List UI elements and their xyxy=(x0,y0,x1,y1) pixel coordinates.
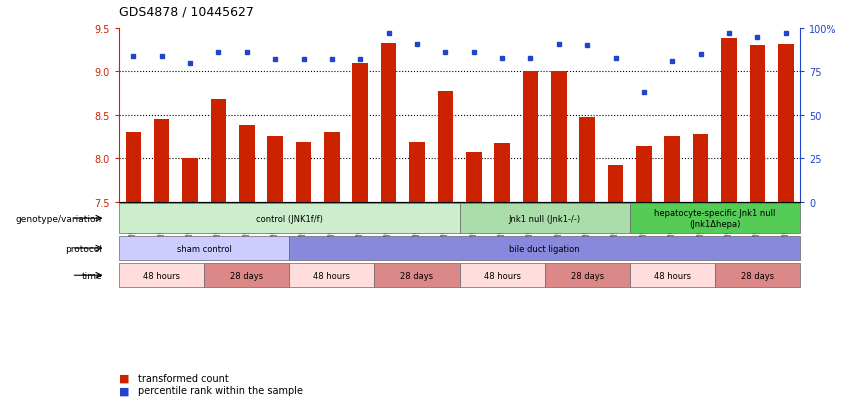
Text: control (JNK1f/f): control (JNK1f/f) xyxy=(256,214,323,223)
Bar xyxy=(119,236,289,261)
Text: protocol: protocol xyxy=(66,244,102,253)
Text: 48 hours: 48 hours xyxy=(313,271,351,280)
Bar xyxy=(267,136,283,202)
Text: 28 days: 28 days xyxy=(741,271,774,280)
Bar xyxy=(715,263,800,288)
Text: GDS4878 / 10445627: GDS4878 / 10445627 xyxy=(119,6,254,19)
Text: 28 days: 28 days xyxy=(231,271,263,280)
Text: hepatocyte-specific Jnk1 null
(Jnk1Δhepa): hepatocyte-specific Jnk1 null (Jnk1Δhepa… xyxy=(654,209,775,228)
Bar xyxy=(494,143,510,202)
Text: bile duct ligation: bile duct ligation xyxy=(510,244,580,253)
Bar xyxy=(466,153,482,202)
Bar xyxy=(630,204,800,233)
Bar xyxy=(289,263,374,288)
Text: ■: ■ xyxy=(119,373,129,383)
Bar xyxy=(126,133,141,202)
Text: Jnk1 null (Jnk1-/-): Jnk1 null (Jnk1-/-) xyxy=(509,214,580,223)
Text: 48 hours: 48 hours xyxy=(654,271,691,280)
Text: time: time xyxy=(82,271,102,280)
Text: percentile rank within the sample: percentile rank within the sample xyxy=(138,385,303,395)
Bar xyxy=(352,64,368,202)
Text: 48 hours: 48 hours xyxy=(143,271,180,280)
Bar xyxy=(182,159,197,202)
Text: 28 days: 28 days xyxy=(401,271,433,280)
Bar xyxy=(154,120,169,202)
Bar xyxy=(750,46,765,202)
Bar xyxy=(204,263,289,288)
Bar xyxy=(551,71,567,202)
Bar xyxy=(437,91,453,202)
Bar xyxy=(374,263,460,288)
Bar xyxy=(119,204,460,233)
Text: genotype/variation: genotype/variation xyxy=(16,214,102,223)
Text: 28 days: 28 days xyxy=(571,271,603,280)
Bar xyxy=(778,45,793,202)
Text: sham control: sham control xyxy=(177,244,231,253)
Bar xyxy=(608,166,623,202)
Bar xyxy=(693,135,709,202)
Bar xyxy=(721,39,737,202)
Bar xyxy=(637,147,652,202)
Bar xyxy=(296,142,311,202)
Bar xyxy=(409,142,425,202)
Bar xyxy=(580,117,595,202)
Bar xyxy=(460,204,630,233)
Bar xyxy=(545,263,630,288)
Text: 48 hours: 48 hours xyxy=(483,271,521,280)
Text: transformed count: transformed count xyxy=(138,373,229,383)
Bar xyxy=(239,126,254,202)
Bar xyxy=(665,136,680,202)
Bar xyxy=(630,263,715,288)
Bar xyxy=(211,100,226,202)
Bar xyxy=(119,263,204,288)
Text: ■: ■ xyxy=(119,385,129,395)
Bar xyxy=(380,44,397,202)
Bar xyxy=(324,133,340,202)
Bar xyxy=(289,236,800,261)
Bar xyxy=(460,263,545,288)
Bar xyxy=(523,71,538,202)
